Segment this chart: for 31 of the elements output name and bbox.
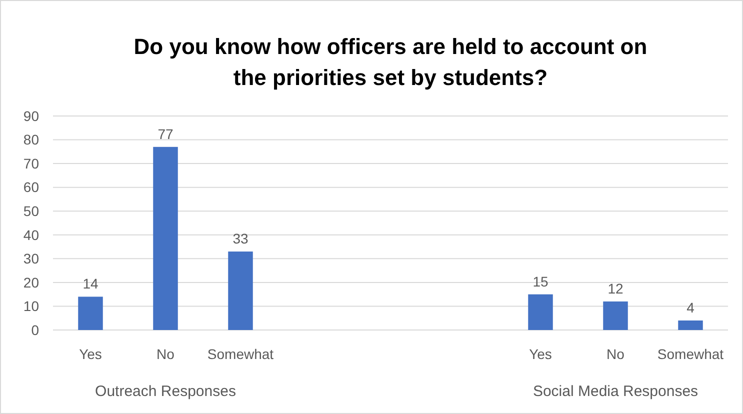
x-tick-label: Yes — [529, 346, 552, 362]
y-tick-label: 90 — [23, 108, 40, 124]
y-tick-label: 0 — [31, 322, 40, 338]
y-tick-label: 70 — [23, 155, 40, 172]
data-label: 12 — [608, 280, 624, 296]
bar — [528, 294, 553, 330]
bar — [78, 296, 103, 330]
y-tick-label: 40 — [23, 226, 40, 243]
y-tick-label: 60 — [23, 179, 40, 196]
y-tick-label: 20 — [23, 274, 40, 290]
text: Social Media Responses — [532, 383, 698, 400]
bar — [603, 301, 628, 330]
x-tick-label: No — [156, 346, 175, 362]
bar — [678, 320, 703, 330]
x-tick-label: Somewhat — [207, 346, 274, 362]
x-tick-label: No — [606, 346, 625, 362]
bar — [228, 252, 253, 330]
data-label: 77 — [158, 126, 174, 142]
text: Outreach Responses — [95, 383, 236, 400]
y-tick-label: 10 — [23, 298, 40, 314]
y-tick-label: 80 — [23, 132, 40, 148]
x-tick-label: Yes — [79, 346, 102, 362]
data-label: 4 — [686, 299, 695, 316]
x-tick-label: Somewhat — [657, 346, 724, 362]
data-label: 14 — [82, 276, 98, 292]
chart-title: Do you know how officers are held to account on the priorities set by students? — [134, 34, 648, 90]
y-tick-label: 30 — [23, 250, 40, 267]
y-tick-label: 50 — [23, 203, 40, 220]
data-label: 33 — [232, 230, 248, 247]
data-label: 15 — [532, 273, 548, 290]
bar — [153, 146, 178, 330]
